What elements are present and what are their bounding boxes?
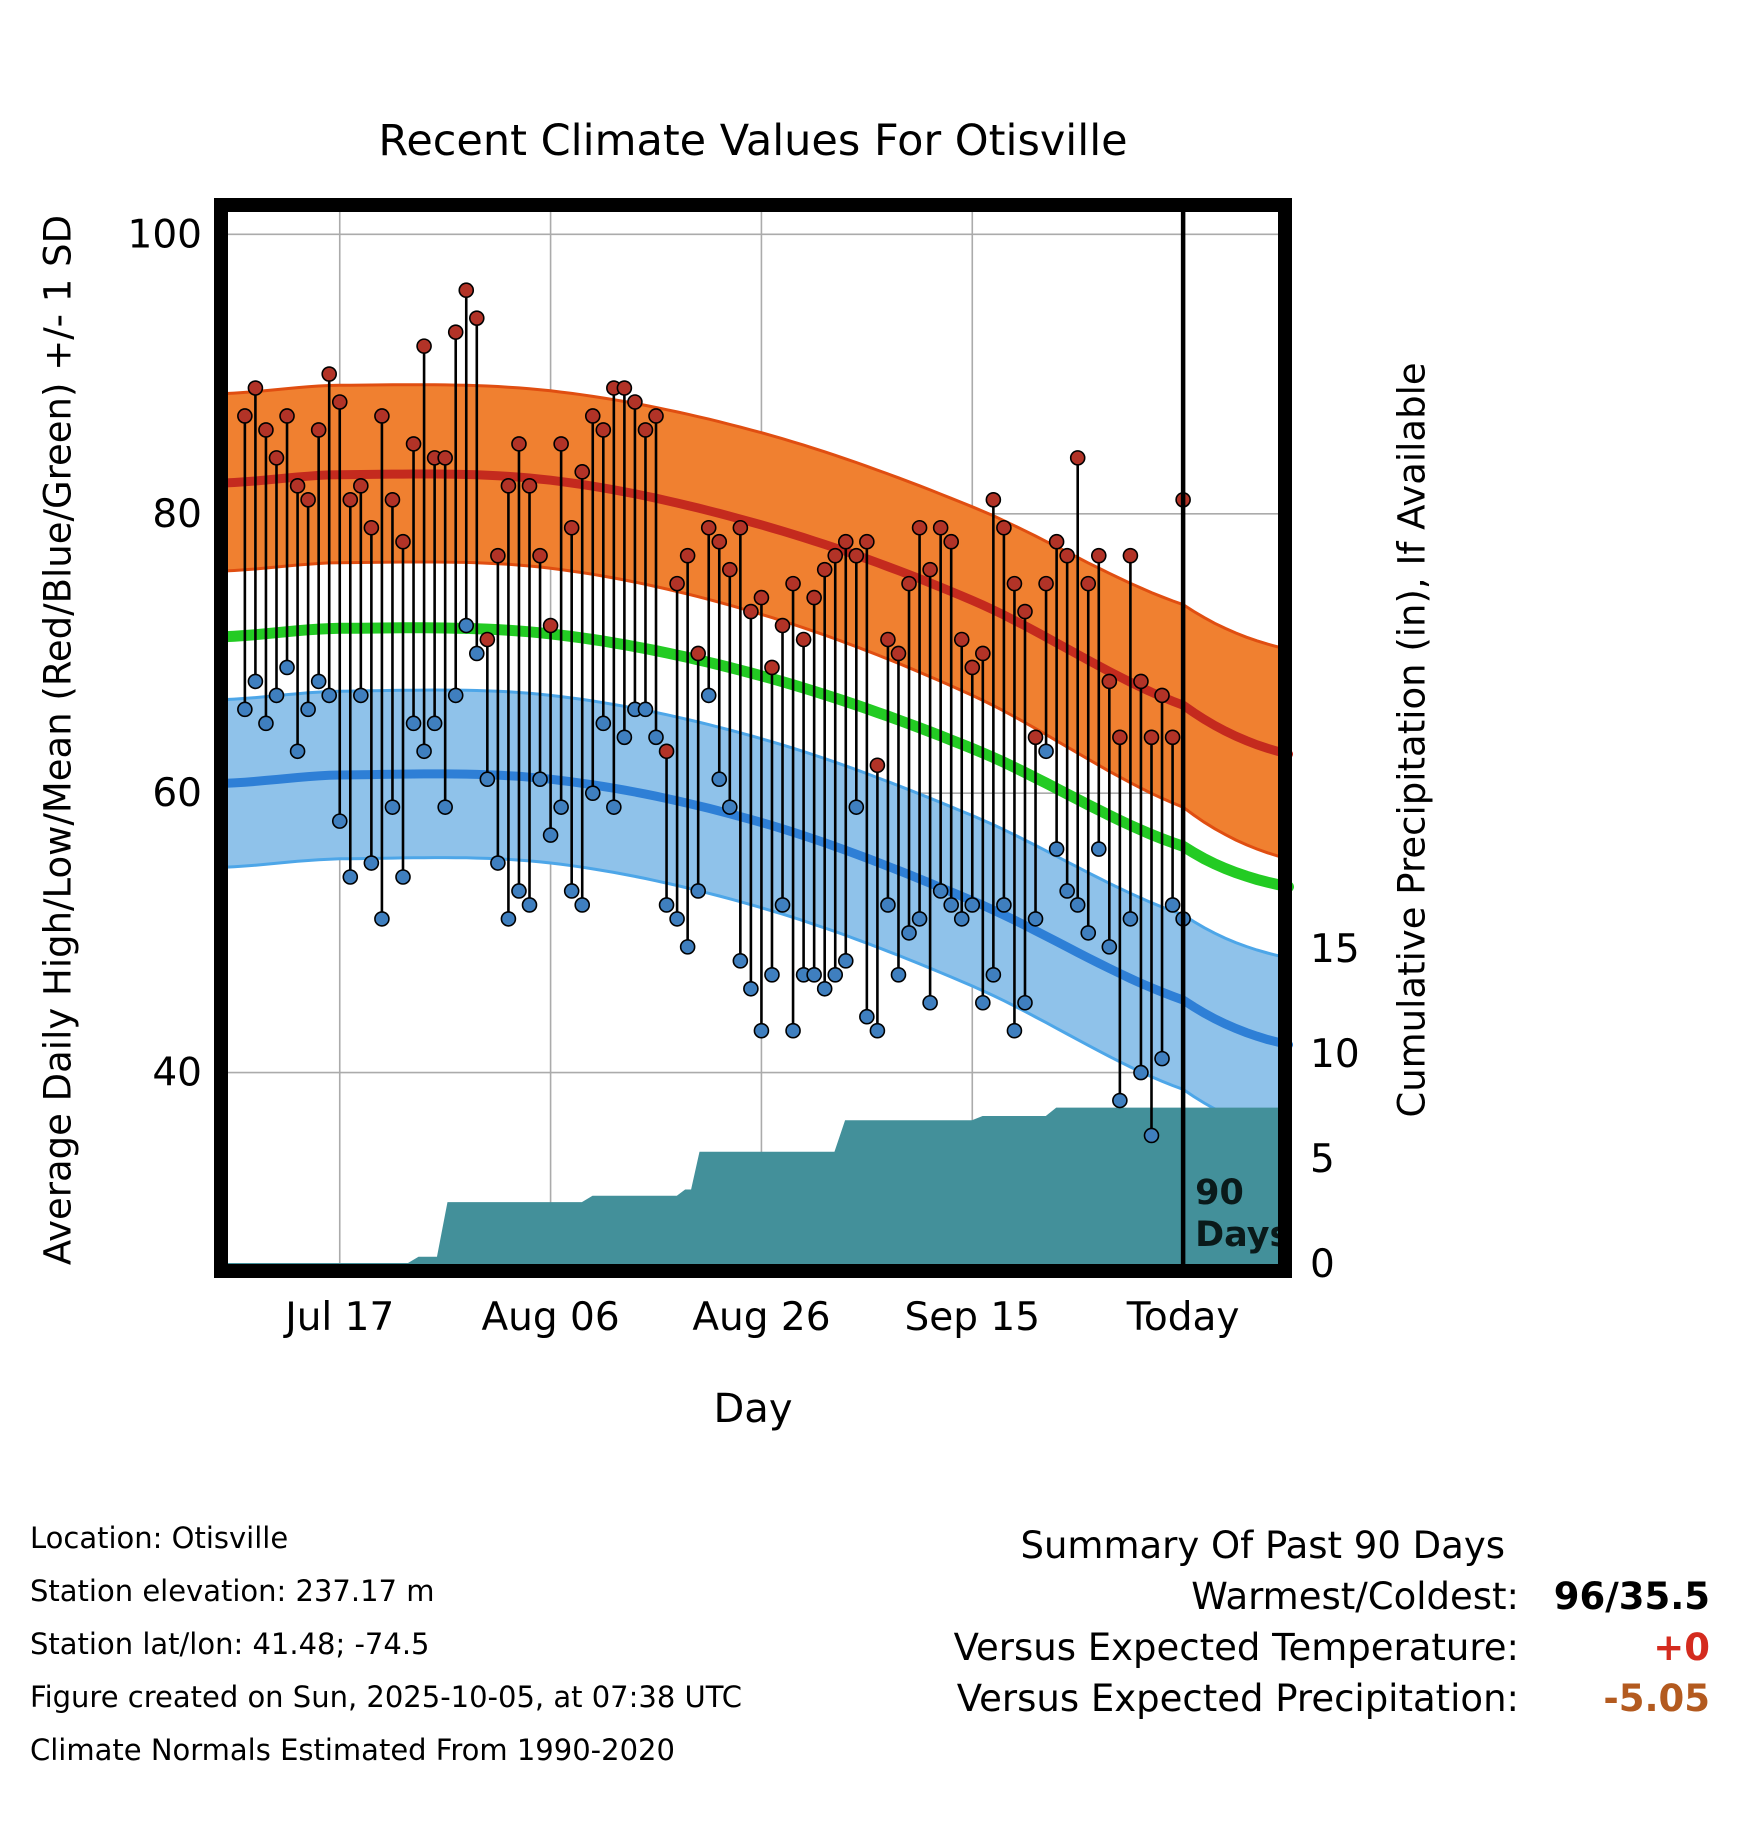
daily-temp-dots — [237, 282, 1191, 1144]
cumulative-precip-area — [228, 1107, 1279, 1265]
station-location: Location: Otisville — [30, 1521, 289, 1555]
low-normal-band — [219, 688, 1293, 1137]
summary-vs-temperature: Versus Expected Temperature: +0 — [954, 1622, 1710, 1673]
normals-note: Climate Normals Estimated From 1990-2020 — [30, 1733, 675, 1767]
summary-panel: Summary Of Past 90 Days Warmest/Coldest:… — [954, 1520, 1710, 1724]
summary-warmest-coldest: Warmest/Coldest: 96/35.5 — [954, 1571, 1710, 1622]
x-axis-label: Day — [713, 1386, 793, 1432]
svg-text:Jul 17: Jul 17 — [282, 1295, 394, 1340]
station-latlon: Station lat/lon: 41.48; -74.5 — [30, 1627, 430, 1661]
svg-text:Today: Today — [1126, 1295, 1240, 1340]
figure-created: Figure created on Sun, 2025-10-05, at 07… — [30, 1680, 743, 1714]
plot-border — [214, 198, 1292, 1278]
summary-vs-precipitation: Versus Expected Precipitation: -5.05 — [954, 1673, 1710, 1724]
svg-text:60: 60 — [152, 771, 202, 816]
svg-text:Days: Days — [1195, 1215, 1290, 1255]
summary-value: -5.05 — [1603, 1677, 1710, 1720]
svg-text:Aug 06: Aug 06 — [481, 1295, 619, 1340]
svg-text:15: 15 — [1310, 927, 1360, 972]
svg-text:90: 90 — [1195, 1173, 1244, 1213]
svg-text:80: 80 — [152, 492, 202, 537]
summary-title: Summary Of Past 90 Days — [1020, 1524, 1505, 1567]
svg-text:5: 5 — [1310, 1137, 1335, 1182]
tick-labels: 100 80 60 40 15 10 5 0 Jul 17 Aug 06 Aug 26 Sep 15 T… — [128, 212, 1360, 1340]
mean-normal-line — [218, 622, 1294, 893]
summary-label: Warmest/Coldest: — [1191, 1575, 1519, 1618]
summary-value: 96/35.5 — [1553, 1575, 1710, 1618]
station-info: Location: Otisville Station elevation: 2… — [30, 1512, 742, 1777]
svg-text:100: 100 — [128, 212, 202, 257]
svg-text:0: 0 — [1310, 1242, 1335, 1287]
svg-text:Sep 15: Sep 15 — [905, 1295, 1041, 1340]
svg-text:10: 10 — [1310, 1032, 1360, 1077]
svg-text:40: 40 — [152, 1051, 202, 1096]
station-elevation: Station elevation: 237.17 m — [30, 1574, 435, 1608]
summary-label: Versus Expected Temperature: — [953, 1626, 1519, 1669]
svg-text:Aug 26: Aug 26 — [692, 1295, 830, 1340]
summary-value: +0 — [1653, 1626, 1710, 1669]
chart-title: Recent Climate Values For Otisville — [378, 116, 1128, 166]
daily-temp-stems — [243, 290, 1185, 1136]
summary-label: Versus Expected Precipitation: — [956, 1677, 1519, 1720]
